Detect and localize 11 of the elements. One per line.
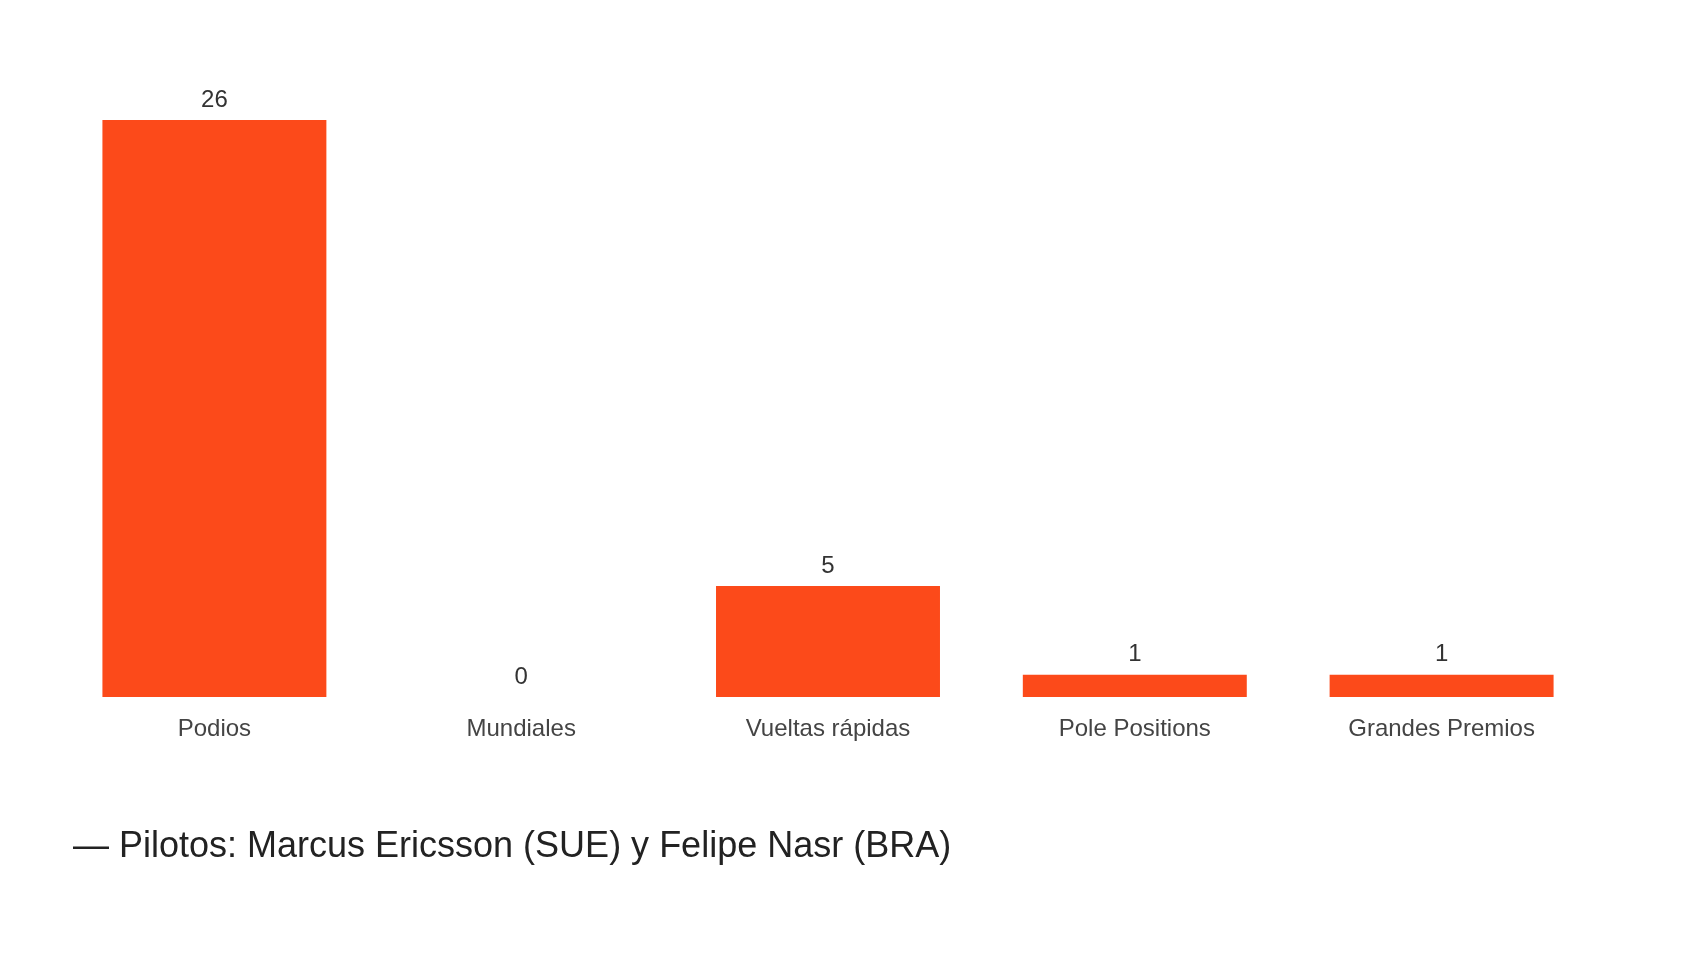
- data-label: 1: [1434, 639, 1449, 667]
- x-tick-label: Pole Positions: [1058, 713, 1211, 741]
- text: — Pilotos: Marcus Ericsson (SUE) y Felipe Nasr (BRA): [73, 823, 952, 865]
- data-label: 0: [514, 661, 528, 689]
- data-label: 1: [1128, 639, 1142, 667]
- data-label: 5: [821, 550, 835, 578]
- x-tick-label: Vueltas rápidas: [745, 713, 911, 741]
- x-tick-label: Podios: [177, 713, 252, 741]
- x-tick-label: Mundiales: [466, 713, 576, 741]
- x-tick-label: Grandes Premios: [1348, 713, 1535, 741]
- data-label: 26: [201, 84, 228, 112]
